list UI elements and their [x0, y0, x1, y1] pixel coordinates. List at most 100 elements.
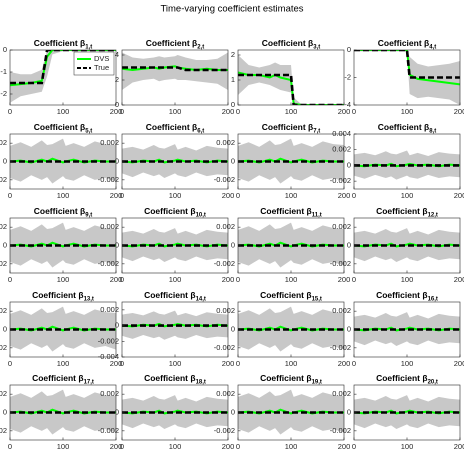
y-tick-label: 0.002: [332, 222, 351, 231]
title-text: Coefficient β: [32, 290, 83, 300]
subplot-title: Coefficient β5,t: [34, 122, 93, 134]
title-subscript: 2,t: [197, 44, 204, 50]
plot-area: [10, 222, 116, 268]
x-tick-label: 0: [120, 442, 124, 451]
y-tick-label: -0.002: [214, 426, 235, 435]
subplot-title: Coefficient β15,t: [260, 290, 322, 302]
x-tick-label: 0: [236, 107, 240, 116]
y-tick-label: -0.002: [98, 259, 119, 268]
x-tick-label: 100: [169, 107, 182, 116]
x-tick-label: 200: [454, 359, 464, 368]
x-tick-label: 200: [110, 275, 123, 284]
plot-area: [122, 228, 228, 262]
title-subscript: 10,t: [196, 212, 206, 218]
subplot-title: Coefficient β2,t: [146, 38, 205, 50]
y-tick-label: 4: [115, 50, 119, 59]
y-tick-label: -0.002: [0, 426, 7, 435]
x-tick-label: 100: [285, 442, 298, 451]
subplot-title: Coefficient β10,t: [144, 206, 206, 218]
subplot-title: Coefficient β6,t: [146, 122, 205, 134]
subplot-title: Coefficient β20,t: [376, 373, 438, 385]
y-tick-label: 0.002: [0, 222, 7, 231]
plot-area: [238, 389, 344, 435]
title-text: Coefficient β: [32, 373, 83, 383]
y-tick-label: 0: [3, 156, 7, 165]
x-tick-label: 0: [352, 275, 356, 284]
x-tick-label: 0: [236, 442, 240, 451]
x-tick-label: 0: [8, 107, 12, 116]
x-tick-label: 100: [285, 107, 298, 116]
series-line: [354, 50, 460, 79]
x-tick-label: 200: [110, 107, 123, 116]
subplot-title: Coefficient β11,t: [260, 206, 322, 218]
x-tick-label: 100: [401, 442, 414, 451]
title-text: Coefficient β: [260, 373, 311, 383]
x-tick-label: 200: [110, 191, 123, 200]
subplot-title: Coefficient β4,t: [378, 38, 437, 50]
x-tick-label: 200: [222, 442, 235, 451]
plot-area: [10, 50, 116, 103]
x-tick-label: 200: [454, 275, 464, 284]
x-tick-label: 100: [169, 191, 182, 200]
y-tick-label: 0.002: [0, 306, 7, 315]
y-tick-label: -0.002: [330, 343, 351, 352]
title-text: Coefficient β: [376, 373, 427, 383]
title-text: Coefficient β: [144, 373, 195, 383]
x-tick-label: 200: [454, 442, 464, 451]
y-tick-label: 0: [115, 321, 119, 330]
y-tick-label: -0.002: [330, 259, 351, 268]
plot-area: [354, 312, 460, 346]
credible-band: [10, 138, 116, 184]
y-tick-label: -0.002: [330, 426, 351, 435]
y-tick-label: 0.002: [100, 138, 119, 147]
y-tick-label: -0.002: [98, 426, 119, 435]
series-line: [238, 73, 344, 105]
title-subscript: 17,t: [84, 379, 94, 385]
y-tick-label: 0: [115, 407, 119, 416]
y-tick-label: 0.002: [216, 389, 235, 398]
y-tick-label: -0.002: [214, 259, 235, 268]
x-tick-label: 100: [401, 359, 414, 368]
plot-area: [238, 222, 344, 268]
credible-band: [238, 389, 344, 435]
x-tick-label: 200: [338, 359, 351, 368]
x-tick-label: 0: [120, 191, 124, 200]
title-subscript: 9,t: [85, 212, 92, 218]
y-tick-label: 0.002: [216, 306, 235, 315]
subplot-title: Coefficient β18,t: [144, 373, 206, 385]
x-tick-label: 0: [8, 442, 12, 451]
y-tick-label: 0.002: [216, 222, 235, 231]
plot-area: [354, 50, 460, 105]
x-tick-label: 100: [57, 359, 70, 368]
credible-band: [10, 50, 116, 103]
title-subscript: 16,t: [428, 296, 438, 302]
plot-area: [354, 228, 460, 262]
y-tick-label: 0: [3, 240, 7, 249]
title-subscript: 13,t: [84, 296, 94, 302]
credible-band: [238, 222, 344, 268]
title-subscript: 15,t: [312, 296, 322, 302]
subplot-title: Coefficient β16,t: [376, 290, 438, 302]
y-tick-label: 2: [231, 50, 235, 59]
plot-area: [238, 55, 344, 105]
y-tick-label: -0.002: [0, 175, 7, 184]
y-tick-label: 0: [115, 240, 119, 249]
plot-area: [10, 389, 116, 435]
title-text: Coefficient β: [144, 290, 195, 300]
x-tick-label: 200: [338, 442, 351, 451]
x-tick-label: 0: [120, 359, 124, 368]
subplot-title: Coefficient β19,t: [260, 373, 322, 385]
y-tick-label: 0: [3, 324, 7, 333]
credible-band: [10, 306, 116, 352]
x-tick-label: 200: [454, 107, 464, 116]
subplot-title: Coefficient β1,t: [34, 38, 93, 50]
y-tick-label: 0: [347, 45, 351, 54]
y-tick-label: -1: [0, 67, 7, 76]
title-subscript: 6,t: [197, 128, 204, 134]
x-tick-label: 100: [285, 191, 298, 200]
x-tick-label: 200: [222, 191, 235, 200]
x-tick-label: 0: [352, 442, 356, 451]
y-tick-label: 0: [347, 160, 351, 169]
series-line: [10, 50, 116, 85]
